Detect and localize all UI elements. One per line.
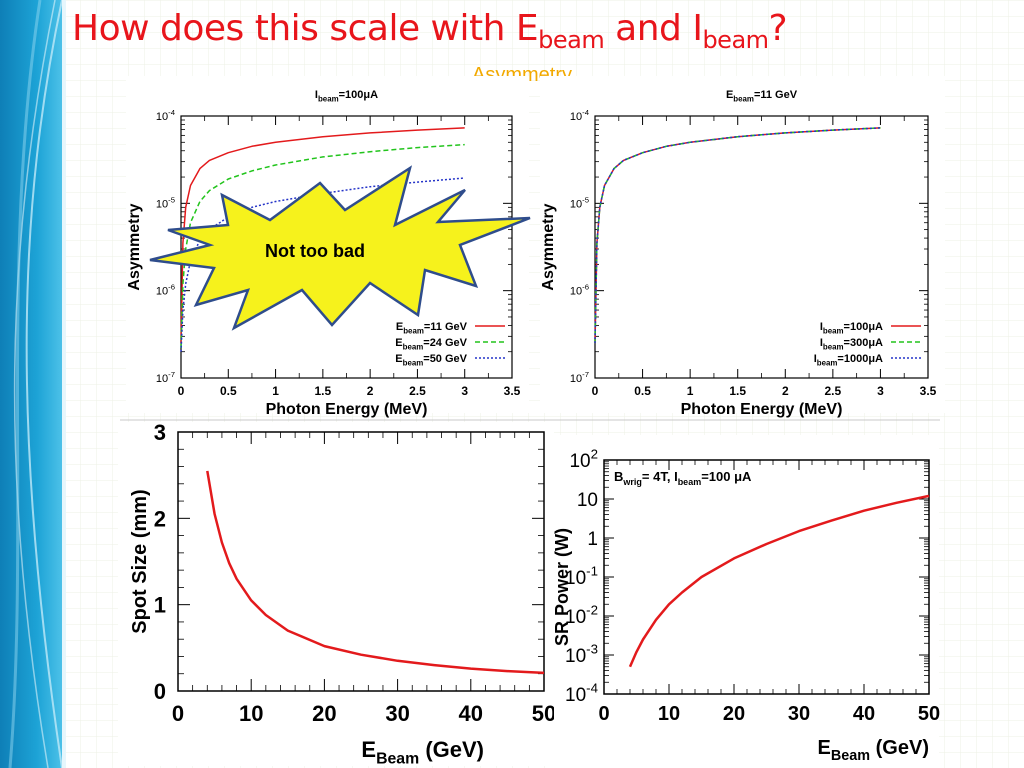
sr-x-axis-label: EBeam (GeV): [818, 737, 929, 764]
asym1-x-tick-label: 2.5: [409, 384, 426, 398]
spot-y-tick-label: 0: [154, 679, 166, 704]
asym2-x-tick-label: 0.5: [634, 384, 651, 398]
asym1-x-tick-label: 3: [461, 384, 468, 398]
asym2-x-tick-label: 3.5: [920, 384, 937, 398]
slide-title: How does this scale with Ebeam and Ibeam…: [72, 8, 788, 54]
spot-y-tick-label: 3: [154, 420, 166, 445]
sr-x-tick-label: 30: [788, 703, 810, 725]
asym1-x-tick-label: 1.5: [315, 384, 332, 398]
sr-y-tick-label: 1: [587, 529, 598, 550]
asym2-y-tick-label: 10-6: [570, 283, 589, 298]
spot-x-tick-label: 30: [385, 701, 409, 726]
sr-x-tick-label: 10: [658, 703, 680, 725]
sr-y-tick-label: 10-1: [565, 563, 598, 589]
asym1-x-tick-label: 3.5: [504, 384, 521, 398]
asym2-x-tick-label: 3: [877, 384, 884, 398]
spot-y-axis-label: Spot Size (mm): [129, 489, 151, 633]
asymmetry-chart-2: 10-7 10-6 10-5 10-4 0 0.5 1 1.5 2 2.5 3 3.5 Ebeam=11…: [540, 76, 945, 418]
asym2-x-tick-label: 2.5: [825, 384, 842, 398]
asym1-y-tick-label: 10-6: [156, 283, 175, 298]
spot-x-tick-label: 20: [312, 701, 336, 726]
sr-x-tick-label: 40: [853, 703, 875, 725]
asym2-x-tick-label: 2: [782, 384, 789, 398]
sr-series-1: [628, 494, 930, 668]
asym1-x-tick-label: 0.5: [220, 384, 237, 398]
sr-y-tick-label: 10-2: [565, 602, 598, 628]
spot-y-tick-label: 1: [154, 593, 166, 618]
spot-x-tick-label: 10: [239, 701, 263, 726]
callout-burst: Not too bad: [149, 165, 531, 331]
sr-x-tick-label: 20: [723, 703, 745, 725]
spot-x-tick-label: 40: [459, 701, 483, 726]
asym2-legend-label: Ibeam=100μA: [820, 321, 883, 335]
asym1-y-tick-label: 10-4: [156, 108, 176, 123]
spot-x-axis-label: EBeam (GeV): [361, 737, 484, 768]
asym1-title: Ibeam=100μA: [315, 89, 378, 103]
sr-x-tick-label: 50: [918, 703, 940, 725]
asym2-y-tick-label: 10-5: [570, 195, 589, 210]
asym1-legend-label: Ebeam=50 GeV: [395, 353, 467, 367]
sr-y-tick-label: 102: [569, 446, 598, 472]
asym2-y-axis-label: Asymmetry: [540, 203, 557, 290]
asym2-y-tick-label: 10-7: [570, 370, 589, 385]
asym1-x-tick-label: 1: [272, 384, 279, 398]
asym1-x-tick-label: 2: [367, 384, 374, 398]
asym2-frame: [594, 115, 929, 379]
asym2-legend-label: Ibeam=1000μA: [814, 353, 883, 367]
asym2-title: Ebeam=11 GeV: [726, 89, 798, 103]
asym2-y-tick-label: 10-4: [570, 108, 590, 123]
sr-y-tick-label: 10-4: [565, 680, 598, 706]
asym2-x-axis-label: Photon Energy (MeV): [681, 401, 843, 418]
asym1-legend-label: Ebeam=11 GeV: [396, 321, 468, 335]
asym1-y-tick-label: 10-7: [156, 370, 175, 385]
asym2-legend-label: Ibeam=300μA: [820, 337, 883, 351]
spot-frame: [177, 431, 545, 692]
sr-frame: [603, 459, 930, 695]
spot-x-tick-label: 0: [172, 701, 184, 726]
callout-star-shape: [149, 165, 531, 331]
spot-y-tick-label: 2: [154, 506, 166, 531]
asym1-y-axis-label: Asymmetry: [126, 203, 143, 290]
asym1-legend-label: Ebeam=24 GeV: [395, 337, 467, 351]
spot-x-tick-label: 50: [532, 701, 556, 726]
asym2-x-tick-label: 1: [687, 384, 694, 398]
sr-y-axis-label: SR Power (W): [552, 528, 572, 646]
sr-y-tick-label: 10-3: [565, 641, 598, 667]
sr-x-tick-label: 0: [598, 703, 609, 725]
asym2-x-tick-label: 1.5: [729, 384, 746, 398]
sr-annotation: Bwrig= 4T, Ibeam=100 μA: [614, 469, 752, 487]
sr-y-tick-label: 10: [577, 490, 598, 511]
asym1-x-tick-label: 0: [178, 384, 185, 398]
callout-text: Not too bad: [265, 241, 365, 261]
asym1-x-axis-label: Photon Energy (MeV): [266, 401, 428, 418]
sidebar-band: [0, 0, 62, 768]
asym1-y-tick-label: 10-5: [156, 195, 175, 210]
asym2-x-tick-label: 0: [592, 384, 599, 398]
